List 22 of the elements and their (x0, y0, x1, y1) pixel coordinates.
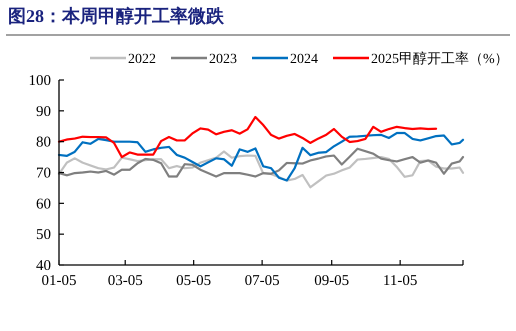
x-tick-label: 07-05 (244, 273, 280, 289)
x-tick-label: 03-05 (108, 273, 143, 289)
line-series (58, 150, 464, 188)
y-tick-label: 100 (28, 73, 51, 89)
legend-label: 2022 (128, 52, 156, 67)
line-series (58, 132, 464, 182)
line-series (58, 116, 438, 158)
x-tick-label: 09-05 (314, 273, 350, 289)
legend-label: 2023 (209, 52, 237, 67)
y-tick-label: 50 (36, 227, 51, 244)
legend-label: 2024 (290, 52, 318, 67)
x-tick-label: 01-05 (42, 273, 76, 289)
y-tick-label: 90 (36, 104, 51, 120)
y-tick-label: 40 (36, 258, 51, 274)
y-tick-label: 70 (36, 166, 51, 182)
chart-title: 图28：本周甲醇开工率微跌 (8, 6, 225, 26)
y-tick-label: 80 (36, 134, 51, 151)
x-tick-label: 11-05 (382, 273, 418, 289)
line-series (58, 148, 464, 178)
y-tick-label: 60 (36, 196, 51, 212)
legend-label: 2025甲醇开工率（%） (371, 51, 509, 67)
x-tick-label: 05-05 (176, 273, 212, 289)
